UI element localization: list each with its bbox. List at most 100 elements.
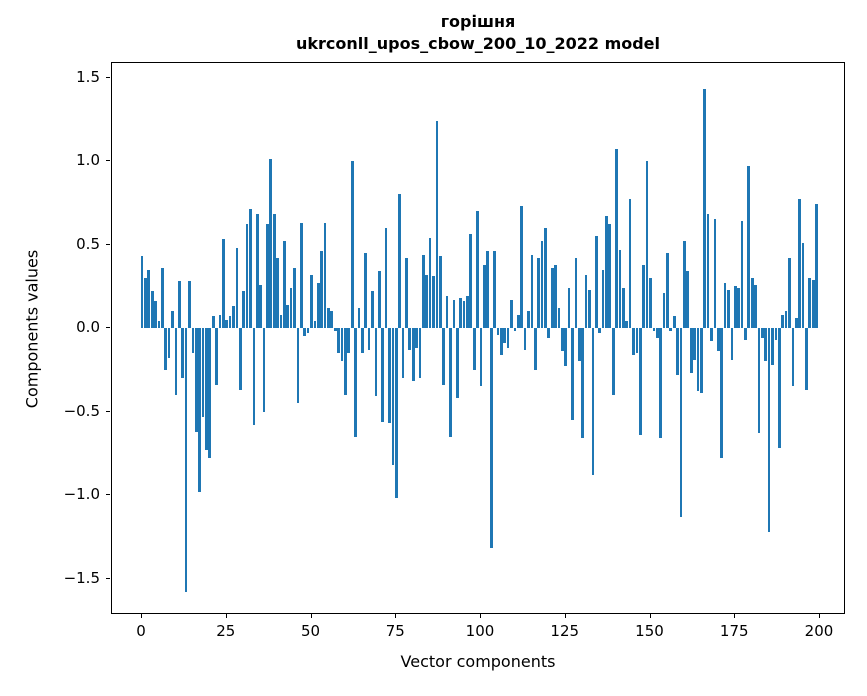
x-tick-mark: [649, 614, 651, 618]
bar: [588, 289, 591, 328]
bar: [493, 251, 496, 328]
bar: [150, 291, 154, 328]
bar: [191, 328, 195, 354]
y-tick-mark: [106, 243, 110, 245]
y-tick-mark: [106, 494, 110, 495]
bar: [672, 316, 676, 328]
bar: [716, 328, 720, 352]
bar: [140, 256, 144, 328]
bar: [377, 271, 381, 328]
bar: [703, 89, 707, 328]
bar: [266, 224, 269, 328]
bar: [601, 269, 605, 328]
bar: [198, 328, 201, 492]
bar: [469, 234, 473, 328]
y-tick-mark: [106, 76, 110, 78]
bar: [513, 328, 517, 332]
bar: [669, 328, 673, 332]
bar: [361, 328, 364, 354]
bar: [181, 328, 185, 379]
bar: [296, 328, 300, 404]
bar: [310, 274, 313, 328]
bar: [303, 328, 307, 337]
y-tick-mark: [106, 410, 110, 412]
bar: [201, 328, 205, 417]
bar: [740, 221, 744, 328]
bar: [164, 328, 168, 370]
bar: [452, 299, 456, 328]
bar: [245, 224, 249, 328]
bar: [554, 264, 557, 328]
bar: [340, 328, 344, 362]
bar: [520, 206, 524, 328]
y-axis-label: Components values: [22, 249, 42, 409]
bar: [615, 149, 618, 328]
x-tick-label: 175: [719, 622, 749, 640]
bar: [499, 328, 503, 355]
y-tick-label: −1.0: [63, 485, 100, 503]
bar: [188, 281, 191, 328]
bar: [527, 311, 530, 328]
bar: [547, 328, 551, 339]
bar: [679, 328, 683, 517]
x-tick-mark: [225, 614, 227, 618]
bar: [561, 328, 564, 352]
x-tick-label: 100: [465, 622, 495, 640]
x-tick-mark: [819, 614, 820, 618]
bar: [544, 227, 547, 328]
bar: [805, 328, 808, 390]
bar: [432, 276, 435, 328]
bar: [598, 328, 601, 333]
bar: [435, 120, 439, 328]
bar: [666, 252, 669, 328]
bar: [771, 328, 774, 365]
bar: [215, 328, 218, 385]
bar: [472, 328, 476, 370]
bar: [299, 222, 303, 328]
bar: [442, 328, 446, 385]
bar: [364, 252, 368, 328]
bar: [537, 257, 540, 328]
bar: [720, 328, 724, 459]
x-tick-mark: [564, 614, 566, 618]
bar: [483, 264, 486, 328]
bar: [523, 328, 527, 350]
bar: [276, 257, 279, 328]
bar: [316, 282, 320, 328]
bar: [564, 328, 568, 367]
y-tick-mark: [106, 160, 110, 161]
bar: [462, 301, 466, 328]
bar: [289, 287, 293, 328]
x-tick-mark: [141, 614, 142, 618]
bar: [761, 328, 764, 339]
bar: [333, 328, 337, 332]
bar: [401, 328, 405, 379]
bar: [649, 277, 652, 328]
bar: [591, 328, 595, 475]
x-tick-label: 200: [804, 622, 834, 640]
bar: [757, 328, 761, 434]
plot-area: [110, 61, 845, 614]
bar: [398, 194, 401, 328]
bar: [344, 328, 347, 395]
bar: [571, 328, 574, 420]
bar: [744, 328, 747, 340]
bar: [381, 328, 385, 422]
bar: [354, 328, 357, 437]
bar: [733, 286, 737, 328]
bar: [611, 328, 615, 395]
bar: [222, 239, 225, 328]
bar: [411, 328, 415, 382]
bar: [618, 249, 622, 328]
bar: [676, 328, 679, 375]
bar: [242, 291, 246, 328]
bar: [781, 314, 785, 328]
bar: [255, 214, 259, 328]
bar: [235, 247, 239, 328]
x-tick-label: 75: [385, 622, 405, 640]
chart-title-line1: горішня: [440, 12, 516, 31]
bar: [659, 328, 662, 439]
bar: [815, 204, 818, 328]
bar: [516, 314, 520, 328]
